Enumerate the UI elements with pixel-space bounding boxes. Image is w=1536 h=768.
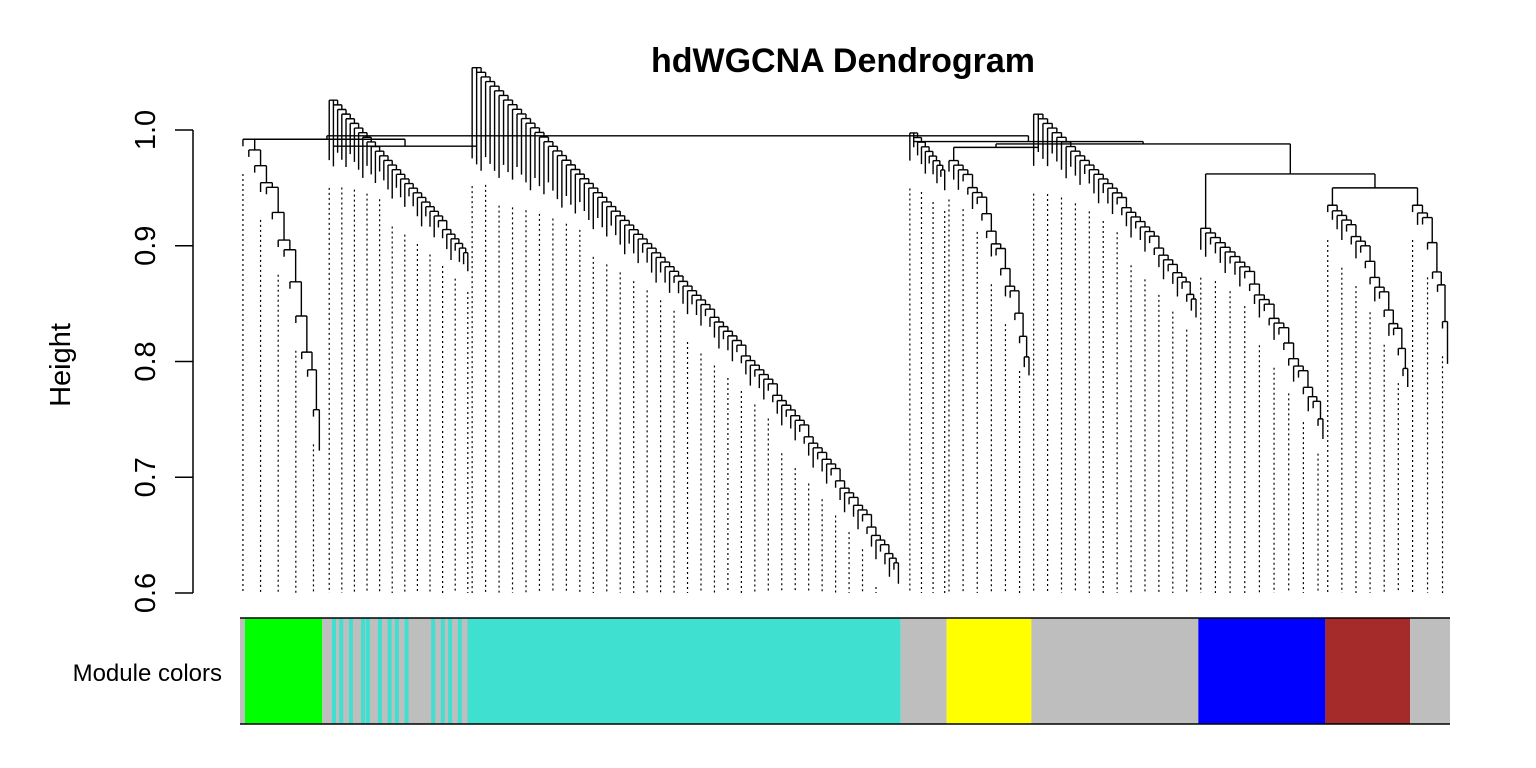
module-segment (240, 618, 245, 724)
turquoise-stripe (348, 618, 353, 724)
turquoise-stripe (339, 618, 344, 724)
turquoise-stripe (331, 618, 336, 724)
module-segment (1325, 618, 1411, 724)
module-segment (900, 618, 947, 724)
y-tick-label: 0.7 (130, 457, 162, 497)
module-segment (946, 618, 1032, 724)
turquoise-stripe (377, 618, 382, 724)
turquoise-stripe (361, 618, 365, 724)
dendrogram-branches (242, 66, 1449, 584)
y-axis: 0.6 0.7 0.8 0.9 1.0 (130, 110, 194, 613)
y-axis-label: Height (45, 323, 77, 407)
y-tick-label: 0.6 (130, 573, 162, 613)
module-segment (244, 618, 323, 724)
turquoise-stripe (440, 618, 445, 724)
turquoise-stripe (457, 618, 462, 724)
turquoise-stripe (404, 618, 409, 724)
turquoise-stripe (448, 618, 453, 724)
module-segment (1031, 618, 1199, 724)
turquoise-stripe (394, 618, 399, 724)
chart-title: hdWGCNA Dendrogram (651, 42, 1035, 80)
module-segment (467, 618, 901, 724)
leaf-guide-lines (242, 173, 1444, 593)
color-bar-label: Module colors (73, 660, 222, 687)
module-color-bar (240, 617, 1450, 725)
module-segment (1198, 618, 1326, 724)
y-tick-label: 1.0 (130, 110, 162, 150)
y-tick-label: 0.9 (130, 226, 162, 266)
module-segment (1410, 618, 1450, 724)
dendrogram (242, 66, 1449, 593)
turquoise-stripe (365, 618, 370, 724)
y-tick-label: 0.8 (130, 341, 162, 381)
turquoise-stripe (431, 618, 436, 724)
turquoise-stripe (387, 618, 392, 724)
